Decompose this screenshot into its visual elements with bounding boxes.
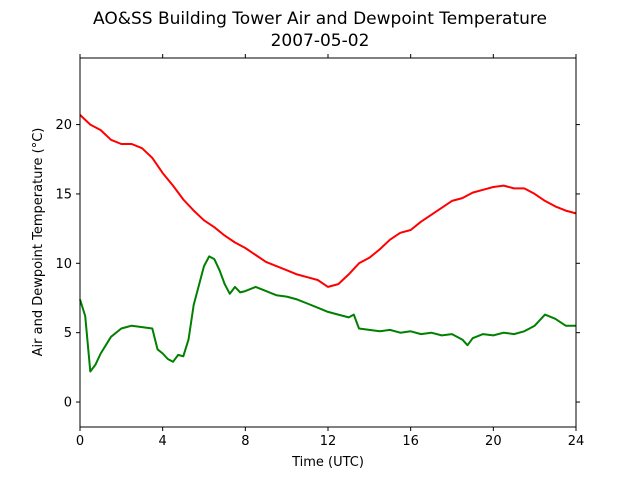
y-tick-label: 0 bbox=[64, 396, 72, 411]
y-tick-label: 15 bbox=[55, 187, 72, 202]
series-line-2 bbox=[79, 255, 576, 373]
y-tick-label: 20 bbox=[55, 118, 72, 133]
x-tick-label: 12 bbox=[320, 434, 337, 449]
x-tick-label: 8 bbox=[241, 434, 249, 449]
y-tick-label: 5 bbox=[64, 326, 72, 341]
x-tick-label: 16 bbox=[402, 434, 419, 449]
x-axis-label: Time (UTC) bbox=[291, 455, 364, 470]
series-layer bbox=[79, 114, 577, 373]
plot-frame bbox=[79, 57, 577, 428]
series-line-1 bbox=[79, 114, 577, 288]
plot-area bbox=[80, 58, 576, 427]
chart-subtitle: 2007-05-02 bbox=[271, 31, 370, 51]
x-tick-label: 4 bbox=[159, 434, 167, 449]
y-tick-label: 10 bbox=[55, 257, 72, 272]
tick-layer: 0 4 8 12 16 20 24 0 5 10 15 20 bbox=[55, 54, 584, 449]
x-tick-label: 0 bbox=[76, 434, 84, 449]
x-tick-label: 20 bbox=[485, 434, 502, 449]
chart-title: AO&SS Building Tower Air and Dewpoint Te… bbox=[93, 9, 547, 29]
y-axis-label: Air and Dewpoint Temperature (°C) bbox=[31, 128, 46, 357]
x-tick-label: 24 bbox=[568, 434, 585, 449]
